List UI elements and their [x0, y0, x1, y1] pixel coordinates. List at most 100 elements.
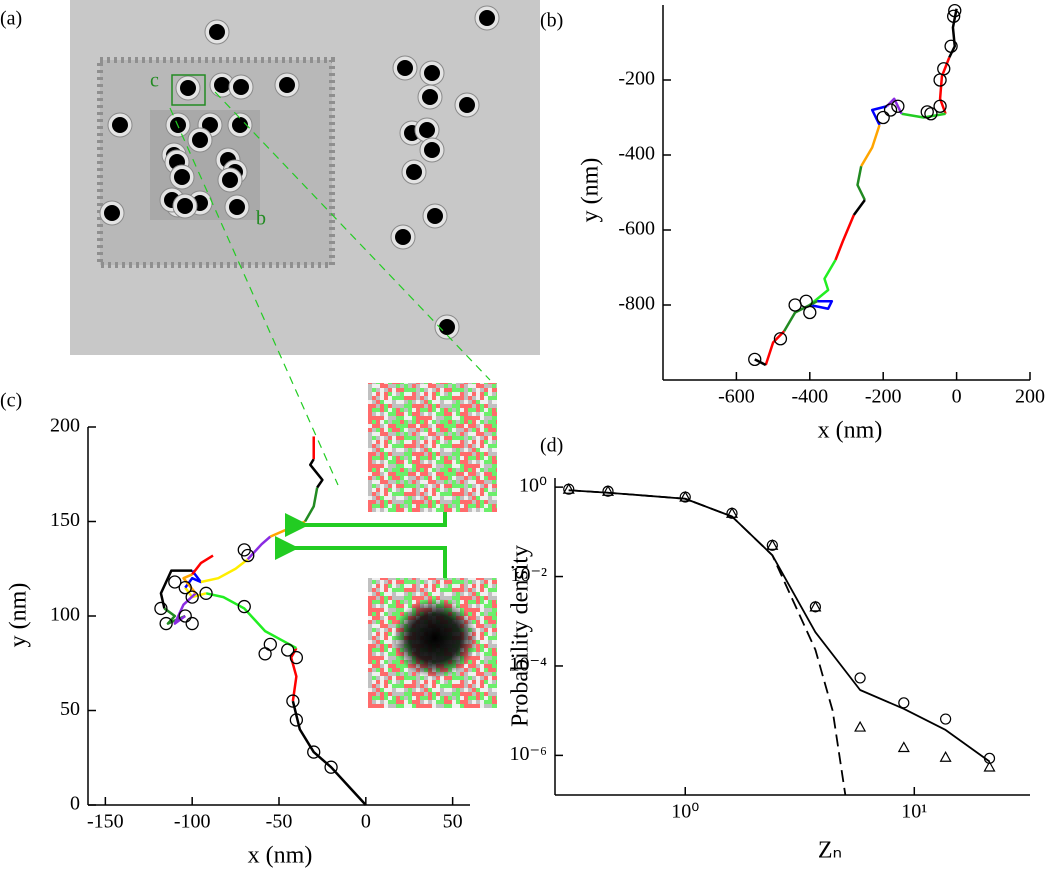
x-tick-label: -50	[266, 811, 293, 833]
y-tick-label: -800	[618, 293, 655, 315]
panel-label: (a)	[0, 8, 22, 30]
circle-marker	[891, 99, 905, 113]
triangle-marker	[809, 600, 822, 612]
y-axis-title: y (nm)	[6, 583, 32, 648]
x-axis-title: x (nm)	[248, 843, 313, 869]
circle-marker	[947, 9, 961, 23]
circle-marker	[237, 599, 251, 614]
x-axis-title: Zₙ	[818, 838, 842, 864]
circle-marker	[289, 713, 304, 727]
trajectory-line	[291, 700, 367, 806]
circle-marker	[898, 697, 910, 709]
annotation: c	[150, 70, 159, 92]
triangle-marker	[983, 760, 996, 772]
particle	[479, 10, 495, 26]
y-axis-title: Probability density	[508, 545, 534, 727]
y-tick-label: 10⁻⁴	[509, 654, 547, 676]
circle-marker	[168, 575, 182, 589]
circle-marker	[258, 647, 272, 661]
particle	[209, 24, 225, 40]
circle-marker	[940, 713, 952, 725]
particle	[202, 117, 218, 133]
trajectory-line	[783, 300, 818, 332]
x-tick-label: -200	[865, 386, 902, 408]
y-tick-label: 10⁻²	[510, 564, 547, 586]
particle	[422, 89, 438, 105]
trajectory-line	[764, 330, 786, 366]
y-tick-label: 10⁻⁶	[509, 743, 547, 765]
particle	[192, 132, 208, 148]
annotation: b	[256, 208, 266, 230]
particle	[232, 117, 248, 133]
circle-marker	[178, 581, 192, 595]
circle-marker	[948, 3, 962, 18]
triangle-marker	[562, 482, 575, 494]
particle	[397, 60, 413, 76]
particle-blob	[393, 598, 477, 678]
y-tick-label: 200	[50, 415, 80, 437]
particle	[395, 229, 411, 245]
triangle-marker	[897, 741, 910, 753]
x-tick-label: 10¹	[901, 801, 927, 823]
triangle-marker	[854, 720, 867, 732]
particle	[180, 80, 196, 96]
trajectory-line	[938, 57, 951, 115]
trajectory-line	[809, 300, 834, 310]
circle-marker	[241, 548, 255, 563]
triangle-marker	[679, 490, 692, 502]
trajectory-line	[901, 112, 946, 119]
micrograph	[70, 0, 540, 355]
trajectory-line	[852, 199, 866, 216]
inset-noise	[368, 383, 497, 512]
particle	[439, 319, 455, 335]
triangle-marker	[939, 750, 952, 762]
particle	[214, 77, 230, 93]
circle-marker	[944, 39, 958, 53]
particle	[222, 172, 238, 188]
circle-marker	[854, 672, 866, 684]
circle-marker	[281, 643, 295, 657]
circle-marker	[185, 590, 199, 604]
y-tick-label: 150	[50, 509, 80, 531]
particle	[177, 198, 193, 214]
panel-label: (c)	[0, 390, 22, 412]
y-tick-label: 0	[70, 793, 80, 815]
circle-marker	[289, 650, 304, 665]
panel-label: (d)	[540, 435, 563, 457]
trajectory-line	[809, 259, 837, 306]
circle-marker	[263, 637, 277, 651]
particle	[419, 122, 435, 138]
x-tick-label: 200	[1015, 386, 1045, 408]
triangle-marker	[766, 539, 779, 550]
particle	[459, 97, 475, 113]
x-tick-label: 0	[361, 811, 371, 833]
particle	[174, 169, 190, 185]
zoom-line	[214, 91, 491, 381]
circle-marker	[178, 609, 192, 623]
panel-label: (b)	[540, 10, 563, 32]
triangle-marker	[601, 484, 615, 496]
circle-marker	[803, 305, 817, 320]
y-tick-label: 10⁰	[519, 475, 547, 497]
trajectory-line	[309, 458, 324, 489]
trajectory-line	[191, 554, 214, 576]
circle-marker	[154, 601, 168, 616]
trajectory-line	[205, 592, 297, 650]
trajectory-line	[173, 592, 197, 625]
circle-marker	[286, 694, 300, 708]
particle	[424, 142, 440, 158]
zoom-box	[171, 74, 206, 106]
y-tick-label: 50	[60, 698, 80, 720]
particle	[104, 205, 120, 221]
circle-marker	[773, 332, 788, 346]
particle	[406, 164, 422, 180]
circle-marker	[748, 352, 762, 367]
x-axis-title: x (nm)	[818, 418, 883, 444]
arrow	[285, 512, 447, 537]
y-tick-label: -600	[618, 218, 655, 240]
trajectory-line	[834, 214, 855, 261]
trajectory-line	[289, 647, 298, 702]
circle-marker	[799, 294, 813, 308]
x-tick-label: -400	[791, 386, 828, 408]
